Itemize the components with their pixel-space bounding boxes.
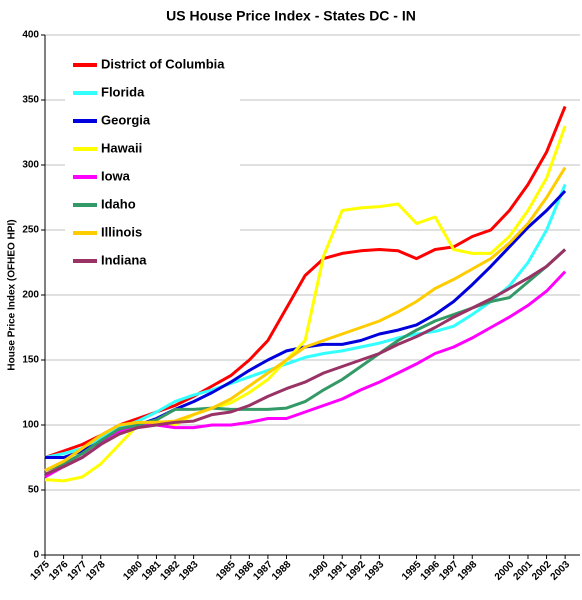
x-tick-label: 1987: [251, 559, 275, 583]
series-line: [44, 248, 567, 476]
y-tick-label: 300: [22, 160, 39, 171]
series-line: [44, 125, 567, 483]
x-tick-label: 1980: [121, 559, 145, 583]
y-tick-label: 350: [22, 95, 39, 106]
y-tick-label: 150: [22, 355, 39, 366]
y-axis-label: House Price Index (OFHEO HPI): [7, 219, 18, 370]
x-tick-label: 2002: [530, 559, 554, 583]
x-tick-label: 1990: [307, 559, 331, 583]
legend: District of Columbia Florida Georgia Hawaii…: [65, 51, 240, 281]
x-tick-label: 1996: [419, 559, 443, 583]
x-tick-label: 1983: [177, 559, 201, 583]
x-tick-label: 1993: [363, 559, 387, 583]
y-tick-label: 400: [22, 30, 39, 41]
legend-label: Hawaii: [101, 140, 142, 155]
legend-label: Iowa: [101, 168, 131, 183]
x-tick-label: 1995: [400, 559, 424, 583]
x-tick-label: 1982: [159, 559, 183, 583]
legend-label: Illinois: [101, 224, 142, 239]
x-tick-label: 1981: [140, 559, 164, 583]
x-tick-label: 1975: [28, 559, 52, 583]
legend-label: Florida: [101, 84, 145, 99]
x-tick-label: 2001: [511, 559, 535, 583]
legend-label: District of Columbia: [101, 56, 225, 71]
legend-label: Indiana: [101, 252, 147, 267]
x-tick-label: 1977: [66, 559, 90, 583]
legend-box: [65, 51, 240, 281]
x-tick-label: 2000: [493, 559, 517, 583]
y-tick-label: 50: [28, 485, 40, 496]
x-tick-label: 1986: [233, 559, 257, 583]
x-tick-label: 1991: [326, 559, 350, 583]
series-line: [44, 166, 567, 472]
x-tick-label: 1998: [456, 559, 480, 583]
legend-label: Georgia: [101, 112, 151, 127]
y-tick-label: 100: [22, 420, 39, 431]
x-tick-label: 1992: [344, 559, 368, 583]
x-tick-label: 1976: [47, 559, 71, 583]
x-tick-label: 2003: [549, 559, 573, 583]
x-tick-label: 1978: [84, 559, 108, 583]
x-tick-label: 1985: [214, 559, 238, 583]
series-line: [44, 105, 567, 459]
y-tick-label: 200: [22, 290, 39, 301]
y-tick-label: 250: [22, 225, 39, 236]
x-tick-label: 1988: [270, 559, 294, 583]
legend-label: Idaho: [101, 196, 136, 211]
chart-title: US House Price Index - States DC - IN: [166, 8, 416, 24]
y-tick-label: 0: [33, 550, 39, 561]
x-tick-label: 1997: [437, 559, 461, 583]
